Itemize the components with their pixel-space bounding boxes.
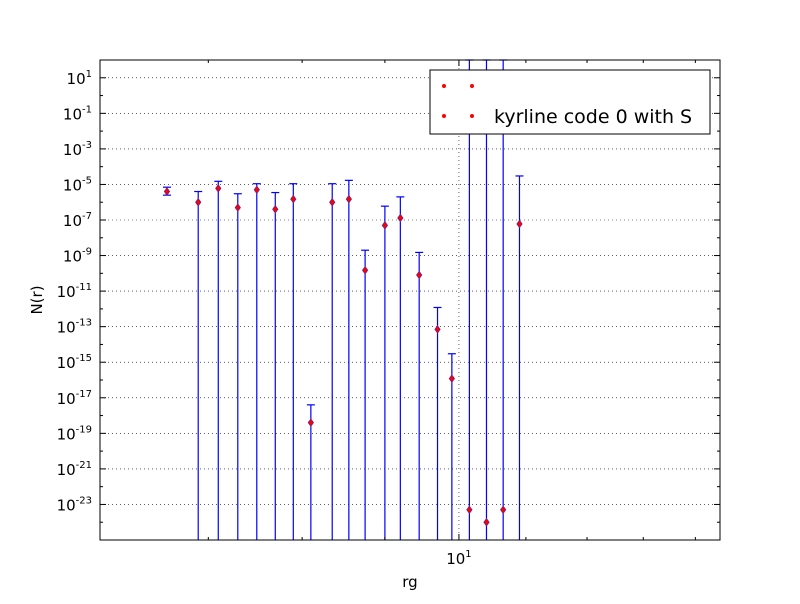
y-tick-label: 10-15 <box>57 353 92 372</box>
data-point <box>272 204 279 214</box>
data-point <box>345 194 352 204</box>
y-tick-label: 10-11 <box>57 282 92 301</box>
data-point <box>163 187 171 196</box>
data-point <box>448 374 455 383</box>
data-point <box>253 185 260 195</box>
legend-marker <box>442 84 446 88</box>
data-point <box>500 505 507 515</box>
data-point <box>381 220 389 230</box>
x-axis-label: rg <box>402 573 417 591</box>
data-point <box>290 194 297 204</box>
x-tick-label: 101 <box>446 549 471 568</box>
y-tick-label: 10-13 <box>57 318 92 337</box>
legend: kyrline code 0 with S <box>429 69 711 135</box>
data-point <box>466 505 473 515</box>
plot-area: 101 10-1 10-3 10-5 10-7 10-9 10-11 10-13 10-15 10… <box>57 59 721 568</box>
data-point <box>434 325 441 334</box>
y-tick-label: 10-5 <box>63 175 92 194</box>
y-tick-label: 10-19 <box>57 424 92 443</box>
legend-box <box>429 69 711 135</box>
data-point <box>516 219 523 229</box>
legend-label: kyrline code 0 with S <box>494 106 692 128</box>
y-tick-label: 101 <box>67 69 92 88</box>
data-point <box>397 213 404 223</box>
y-tick-label: 10-3 <box>63 140 92 159</box>
legend-marker <box>442 114 446 118</box>
y-tick-label: 10-17 <box>57 389 92 408</box>
y-tick-label: 10-7 <box>63 211 92 230</box>
legend-marker <box>470 84 474 88</box>
data-point <box>215 184 222 193</box>
y-tick-label: 10-1 <box>63 104 92 123</box>
axes-frame <box>99 59 721 541</box>
y-tick-label: 10-23 <box>57 495 92 514</box>
y-tick-label: 10-9 <box>63 247 92 266</box>
y-axis-label: N(r) <box>28 285 46 314</box>
data-point <box>361 265 369 275</box>
data-point <box>195 197 202 207</box>
data-point <box>483 517 490 527</box>
data-point <box>234 203 241 212</box>
legend-marker <box>470 114 474 118</box>
y-tick-label: 10-21 <box>57 460 92 479</box>
data-point <box>416 270 423 280</box>
data-point <box>307 418 314 427</box>
data-point <box>329 197 336 207</box>
